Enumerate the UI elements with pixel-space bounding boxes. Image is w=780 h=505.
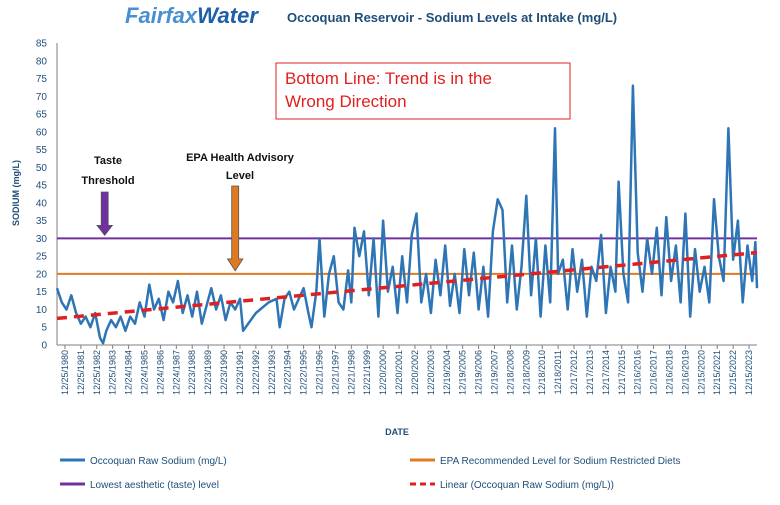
x-tick-label: 12/18/2009 (521, 350, 531, 395)
y-tick-label: 10 (36, 305, 48, 316)
y-tick-label: 45 (36, 181, 48, 192)
arrow-shape (96, 191, 114, 237)
y-tick-label: 30 (36, 234, 48, 245)
x-tick-label: 12/22/1995 (299, 350, 309, 395)
x-tick-label: 12/18/2010 (537, 350, 547, 395)
x-tick-label: 12/16/2017 (649, 350, 659, 395)
y-tick-label: 85 (36, 39, 48, 50)
legend-label-raw-sodium: Occoquan Raw Sodium (mg/L) (90, 456, 227, 467)
x-tick-label: 12/16/2019 (680, 350, 690, 395)
y-tick-label: 15 (36, 287, 48, 298)
taste-threshold-annotation: Taste Threshold (81, 155, 135, 237)
x-tick-label: 12/21/1999 (362, 350, 372, 395)
y-tick-label: 55 (36, 145, 48, 156)
x-tick-label: 12/18/2011 (553, 350, 563, 394)
x-tick-label: 12/22/1994 (283, 350, 293, 395)
x-tick-label: 12/16/2018 (665, 350, 675, 395)
x-axis-label: DATE (385, 427, 409, 437)
x-tick-label: 12/25/1983 (108, 350, 118, 395)
epa-advisory-arrow (226, 185, 244, 272)
x-tick-label: 12/17/2013 (585, 350, 595, 395)
x-tick-label: 12/19/2007 (490, 350, 500, 395)
x-tick-label: 12/15/2023 (744, 350, 754, 395)
legend-label-linear-trend: Linear (Occoquan Raw Sodium (mg/L)) (440, 480, 614, 491)
linear-trend-line (56, 250, 758, 321)
x-tick-label: 12/23/1989 (203, 350, 213, 395)
y-tick-labels: 0 5 10 15 20 25 30 35 40 45 50 55 60 65 70 75 80 85 (36, 39, 48, 352)
x-tick-label: 12/25/1981 (76, 350, 86, 395)
x-tick-label: 12/24/1987 (171, 350, 181, 395)
callout-line1: Bottom Line: Trend is in the (285, 69, 492, 88)
x-tick-label: 12/19/2006 (474, 350, 484, 395)
x-tick-label: 12/18/2008 (505, 350, 515, 395)
legend: Occoquan Raw Sodium (mg/L) EPA Recommend… (60, 456, 680, 491)
x-tick-label: 12/24/1984 (124, 350, 134, 395)
bottom-line-callout: Bottom Line: Trend is in the Wrong Direc… (275, 62, 571, 120)
x-tick-label: 12/22/1993 (267, 350, 277, 395)
x-tick-label: 12/19/2004 (442, 350, 452, 395)
fairfax-water-logo: FairfaxWater (125, 3, 259, 28)
y-tick-label: 25 (36, 252, 48, 263)
y-tick-label: 20 (36, 269, 48, 280)
series-group (55, 84, 759, 345)
y-tick-label: 50 (36, 163, 48, 174)
callout-line2: Wrong Direction (285, 92, 407, 111)
y-tick-label: 70 (36, 92, 48, 103)
x-tick-label: 12/17/2015 (617, 350, 627, 395)
y-tick-label: 35 (36, 216, 48, 227)
arrow-shape (226, 185, 244, 272)
epa-advisory-line2: Level (226, 170, 254, 182)
epa-advisory-annotation: EPA Health Advisory Level (186, 152, 295, 272)
x-tick-label: 12/22/1992 (251, 350, 261, 395)
y-tick-label: 75 (36, 74, 48, 85)
x-tick-label: 12/23/1988 (187, 350, 197, 395)
legend-label-epa-level: EPA Recommended Level for Sodium Restric… (440, 456, 680, 467)
x-tick-label: 12/20/2003 (426, 350, 436, 395)
x-tick-label: 12/24/1985 (140, 350, 150, 395)
x-tick-labels: 12/25/1980 12/25/1981 12/25/1982 12/25/1983… (60, 345, 754, 395)
x-tick-label: 12/23/1991 (235, 350, 245, 395)
y-tick-label: 80 (36, 56, 48, 67)
y-tick-label: 40 (36, 198, 48, 209)
x-tick-label: 12/15/2020 (696, 350, 706, 395)
x-tick-label: 12/20/2002 (410, 350, 420, 395)
y-tick-label: 65 (36, 110, 48, 121)
x-tick-label: 12/21/1996 (315, 350, 325, 395)
x-tick-label: 12/15/2022 (728, 350, 738, 395)
taste-threshold-line2: Threshold (81, 175, 134, 187)
callout-box (275, 62, 571, 120)
epa-advisory-line1: EPA Health Advisory (186, 152, 295, 164)
x-tick-label: 12/21/1998 (346, 350, 356, 395)
x-tick-label: 12/20/2001 (394, 350, 404, 395)
y-axis-label: SODIUM (mg/L) (11, 160, 21, 226)
x-tick-label: 12/17/2012 (569, 350, 579, 395)
x-tick-label: 12/24/1986 (155, 350, 165, 395)
chart-title: Occoquan Reservoir - Sodium Levels at In… (287, 10, 617, 25)
taste-threshold-arrow (96, 191, 114, 237)
taste-threshold-line1: Taste (94, 155, 122, 167)
axes (56, 43, 757, 346)
x-tick-label: 12/19/2005 (458, 350, 468, 395)
x-tick-label: 12/21/1997 (330, 350, 340, 395)
y-tick-label: 60 (36, 127, 48, 138)
x-tick-label: 12/20/2000 (378, 350, 388, 395)
legend-label-taste-level: Lowest aesthetic (taste) level (90, 480, 219, 491)
y-tick-label: 5 (41, 323, 47, 334)
x-tick-label: 12/25/1980 (60, 350, 70, 395)
x-tick-label: 12/25/1982 (92, 350, 102, 395)
x-tick-label: 12/16/2016 (633, 350, 643, 395)
raw-sodium-line (55, 84, 759, 345)
x-tick-label: 12/17/2014 (601, 350, 611, 395)
y-tick-label: 0 (41, 341, 47, 352)
x-tick-label: 12/23/1990 (219, 350, 229, 395)
x-tick-label: 12/15/2021 (712, 350, 722, 395)
